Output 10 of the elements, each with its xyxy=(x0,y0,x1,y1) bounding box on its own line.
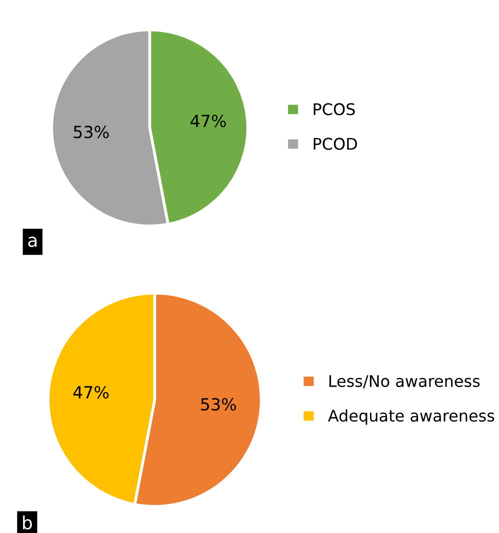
text: a xyxy=(28,236,37,248)
data-label: 47% xyxy=(73,386,109,399)
legend-label: PCOD xyxy=(314,138,357,150)
legend-label: Adequate awareness xyxy=(328,409,494,425)
legend-label: PCOS xyxy=(314,103,355,116)
text: b xyxy=(23,516,32,530)
legend-label: Less/No awareness xyxy=(329,375,480,388)
data-label: 53% xyxy=(74,126,109,138)
data-label: 53% xyxy=(201,398,236,411)
data-label: 47% xyxy=(190,114,226,128)
